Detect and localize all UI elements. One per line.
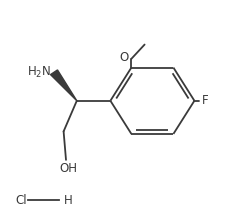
Text: H$_2$N: H$_2$N	[27, 65, 52, 80]
Text: H: H	[64, 194, 72, 207]
Polygon shape	[50, 70, 77, 101]
Text: Cl: Cl	[16, 194, 27, 207]
Text: OH: OH	[60, 162, 77, 175]
Text: O: O	[120, 51, 129, 64]
Text: F: F	[202, 94, 208, 107]
